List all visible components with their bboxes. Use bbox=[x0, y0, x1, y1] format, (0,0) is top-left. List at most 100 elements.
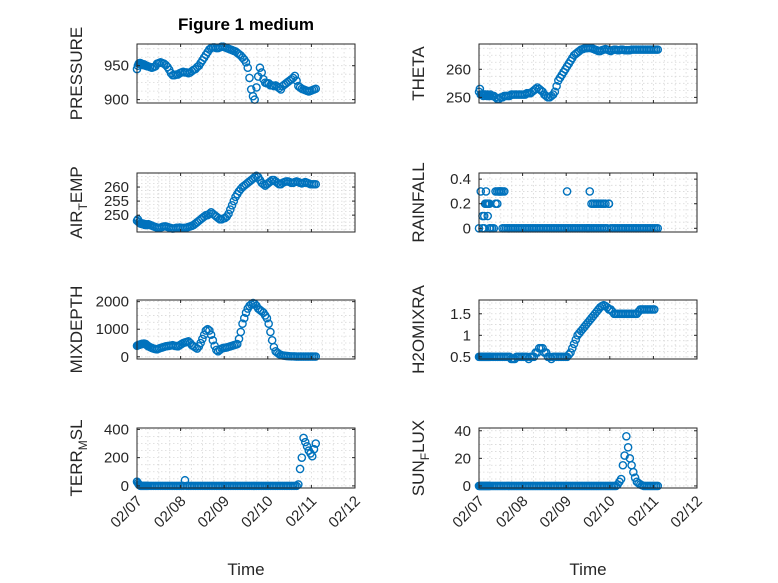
x-tick-label: 02/08 bbox=[493, 493, 532, 532]
data-point bbox=[292, 76, 301, 85]
data-point bbox=[300, 437, 310, 447]
data-point bbox=[479, 211, 489, 221]
data-point bbox=[302, 442, 312, 451]
data-point bbox=[292, 481, 301, 491]
data-point bbox=[311, 179, 321, 189]
x-tick-label: 02/07 bbox=[107, 493, 146, 532]
data-point bbox=[649, 305, 659, 314]
data-point bbox=[295, 464, 305, 474]
data-point bbox=[245, 73, 254, 83]
y-tick-label: 1.5 bbox=[450, 306, 471, 323]
y-axis-label: SUNFLUX bbox=[409, 420, 432, 496]
x-tick-label: 02/11 bbox=[624, 493, 662, 531]
y-tick-label: 200 bbox=[104, 450, 129, 467]
data-point bbox=[299, 433, 308, 443]
data-point bbox=[227, 201, 237, 210]
data-point bbox=[196, 338, 205, 348]
data-point bbox=[653, 45, 663, 54]
y-tick-label: 250 bbox=[104, 207, 129, 224]
data-point bbox=[493, 199, 502, 209]
data-point bbox=[571, 335, 581, 344]
data-point bbox=[226, 205, 235, 214]
x-tick-label: 02/11 bbox=[282, 493, 320, 531]
y-tick-label: 950 bbox=[104, 58, 129, 75]
data-point bbox=[499, 187, 509, 196]
x-axis-label-right: Time bbox=[569, 560, 606, 579]
y-axis-label: TERRMSL bbox=[67, 419, 90, 496]
y-tick-label: 900 bbox=[104, 92, 129, 109]
data-point bbox=[143, 220, 152, 230]
data-point bbox=[653, 481, 663, 491]
panel-pressure: 900 950 PRESSURE bbox=[67, 27, 356, 120]
data-point bbox=[564, 350, 574, 359]
panel-terr: 0 200 400 TERRMSL 02/07 02/08 02/09 02/10 02/11 0… bbox=[67, 419, 364, 531]
data-point bbox=[562, 187, 572, 196]
data-point bbox=[585, 187, 595, 196]
data-point bbox=[252, 83, 261, 92]
panel-rainfall: 0 0.2 0.4 RAINFALL bbox=[409, 162, 698, 243]
data-point bbox=[311, 84, 321, 94]
data-point bbox=[311, 439, 321, 448]
data-point bbox=[241, 308, 251, 317]
data-point bbox=[297, 453, 307, 462]
y-tick-label: 20 bbox=[454, 450, 471, 467]
y-tick-label: 0.4 bbox=[450, 171, 471, 188]
y-tick-label: 0.2 bbox=[450, 196, 471, 213]
data-point bbox=[206, 330, 216, 340]
y-tick-label: 0 bbox=[463, 478, 471, 495]
data-point bbox=[622, 431, 631, 441]
data-point bbox=[246, 300, 256, 309]
data-point bbox=[208, 335, 218, 345]
y-tick-label: 1000 bbox=[96, 321, 129, 338]
y-tick-label: 0 bbox=[121, 478, 129, 495]
panel-sun: 0 20 40 SUNFLUX 02/07 02/08 02/09 02/10 02/11 02/… bbox=[409, 420, 706, 532]
axes-box bbox=[478, 43, 698, 104]
data-point bbox=[550, 87, 560, 97]
x-tick-label: 02/07 bbox=[449, 493, 488, 532]
data-point bbox=[243, 63, 253, 73]
data-point bbox=[267, 335, 277, 345]
data-point bbox=[311, 352, 321, 361]
y-tick-label: 0 bbox=[121, 349, 129, 366]
axes-box bbox=[136, 172, 356, 233]
x-axis-label-left: Time bbox=[227, 560, 264, 579]
data-point bbox=[205, 209, 214, 219]
axes-box bbox=[136, 43, 356, 104]
data-point bbox=[309, 444, 319, 454]
data-point bbox=[224, 209, 233, 219]
y-tick-label: 255 bbox=[104, 193, 129, 210]
data-point bbox=[238, 319, 247, 329]
data-point bbox=[198, 334, 207, 344]
y-tick-label: 400 bbox=[104, 421, 129, 438]
data-point bbox=[259, 179, 268, 189]
panel-theta: 250 260 THETA bbox=[409, 43, 698, 106]
data-point bbox=[483, 211, 493, 221]
data-point bbox=[481, 187, 491, 196]
data-point bbox=[476, 187, 486, 196]
x-tick-label: 02/10 bbox=[238, 493, 277, 532]
data-point bbox=[229, 196, 239, 206]
data-point bbox=[255, 63, 265, 73]
y-tick-label: 260 bbox=[104, 179, 129, 196]
y-tick-label: 0.5 bbox=[450, 349, 471, 366]
data-point bbox=[618, 460, 628, 470]
data-point bbox=[604, 199, 614, 209]
x-tick-label: 02/09 bbox=[536, 493, 575, 532]
y-axis-label: AIRTEMP bbox=[67, 166, 90, 239]
figure-title: Figure 1 medium bbox=[178, 15, 314, 34]
y-tick-label: 2000 bbox=[96, 294, 129, 311]
panel-h2omixra: 0.5 1 1.5 H2OMIXRA bbox=[409, 284, 698, 374]
y-axis-label: MIXDEPTH bbox=[67, 286, 86, 374]
y-axis-label: H2OMIXRA bbox=[409, 284, 428, 373]
y-axis-label: RAINFALL bbox=[409, 162, 428, 242]
data-point bbox=[623, 443, 633, 452]
panel-mixdepth: 0 1000 2000 MIXDEPTH bbox=[67, 286, 356, 374]
data-point bbox=[266, 327, 275, 337]
x-tick-label: 02/12 bbox=[667, 493, 706, 532]
data-point bbox=[236, 327, 246, 337]
data-point bbox=[201, 326, 211, 335]
axes-box bbox=[478, 299, 698, 360]
x-tick-label: 02/08 bbox=[151, 493, 190, 532]
y-tick-label: 260 bbox=[446, 61, 471, 78]
